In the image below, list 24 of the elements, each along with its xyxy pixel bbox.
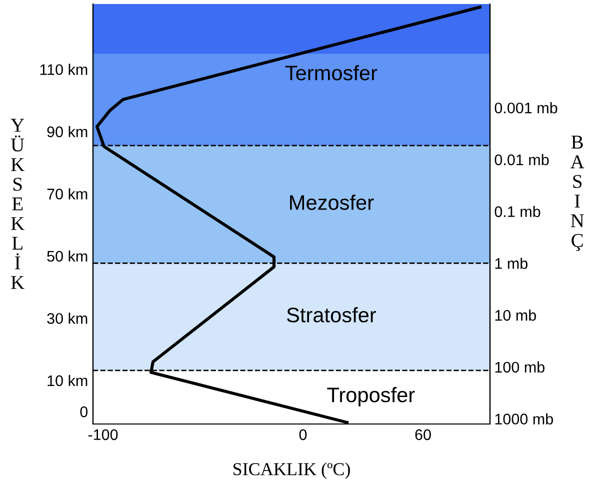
- y-tick-label: 70 km: [47, 188, 88, 200]
- text: YÜKSEKLİK: [10, 118, 24, 289]
- y2-tick-label: 100 mb: [495, 361, 544, 373]
- band-label: Stratosfer: [286, 307, 376, 322]
- x-tick-label: -100: [88, 429, 118, 440]
- y2-axis-title: BASINÇ: [570, 136, 584, 251]
- y-tick-label: 10 km: [48, 374, 88, 386]
- band-label: Mezosfer: [290, 194, 374, 210]
- y-tick-label: 50 km: [47, 250, 88, 262]
- y-tick-label: 30 km: [47, 312, 88, 324]
- y2-tick-label: 0.001 mb: [494, 102, 558, 114]
- x-tick-label: 0: [299, 429, 307, 440]
- y-tick-label: 90 km: [47, 126, 88, 138]
- y-tick-label: 0: [80, 406, 88, 418]
- x-tick-label: 60: [415, 429, 431, 440]
- y2-tick-label: 0.01 mb: [494, 154, 549, 166]
- y2-tick-label: 0.1 mb: [494, 206, 540, 218]
- y2-tick-label: 10 mb: [495, 310, 536, 321]
- y-tick-label: 110 km: [40, 64, 88, 76]
- annotation: Troposfer: [327, 387, 415, 406]
- y2-tick-label: 1000 mb: [495, 413, 553, 424]
- band-label: Termosfer: [285, 65, 378, 80]
- y2-tick-label: 1 mb: [495, 258, 528, 269]
- x-axis-title: SICAKLIK (ºC): [233, 462, 350, 479]
